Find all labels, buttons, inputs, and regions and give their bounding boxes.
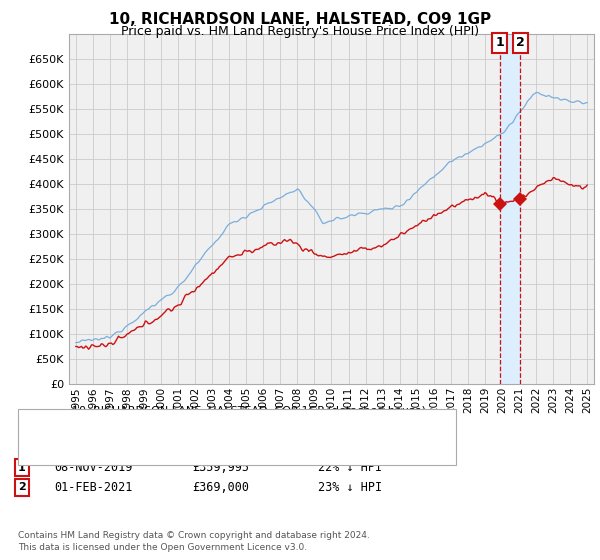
Text: 10, RICHARDSON LANE, HALSTEAD, CO9 1GP (detached house): 10, RICHARDSON LANE, HALSTEAD, CO9 1GP (… [72,405,426,416]
Text: 2: 2 [516,36,525,49]
Text: 1: 1 [18,463,26,473]
Text: Contains HM Land Registry data © Crown copyright and database right 2024.
This d: Contains HM Land Registry data © Crown c… [18,531,370,552]
Text: 2: 2 [18,482,26,492]
Text: HPI: Average price, detached house, Braintree: HPI: Average price, detached house, Brai… [81,435,339,445]
Text: 23% ↓ HPI: 23% ↓ HPI [318,480,382,494]
Text: 01-FEB-2021: 01-FEB-2021 [54,480,133,494]
Text: 08-NOV-2019: 08-NOV-2019 [54,461,133,474]
Text: 22% ↓ HPI: 22% ↓ HPI [318,461,382,474]
Text: £369,000: £369,000 [192,480,249,494]
Text: 10, RICHARDSON LANE, HALSTEAD, CO9 1GP: 10, RICHARDSON LANE, HALSTEAD, CO9 1GP [109,12,491,27]
Text: 10, RICHARDSON LANE, HALSTEAD, CO9 1GP (detached house): 10, RICHARDSON LANE, HALSTEAD, CO9 1GP (… [81,412,435,422]
Text: ─────: ───── [36,433,74,446]
Text: ─────: ───── [36,410,74,424]
Text: £359,995: £359,995 [192,461,249,474]
Text: 1: 1 [495,36,504,49]
Text: HPI: Average price, detached house, Braintree: HPI: Average price, detached house, Brai… [72,430,330,440]
Text: Price paid vs. HM Land Registry's House Price Index (HPI): Price paid vs. HM Land Registry's House … [121,25,479,38]
Bar [500,34,520,384]
